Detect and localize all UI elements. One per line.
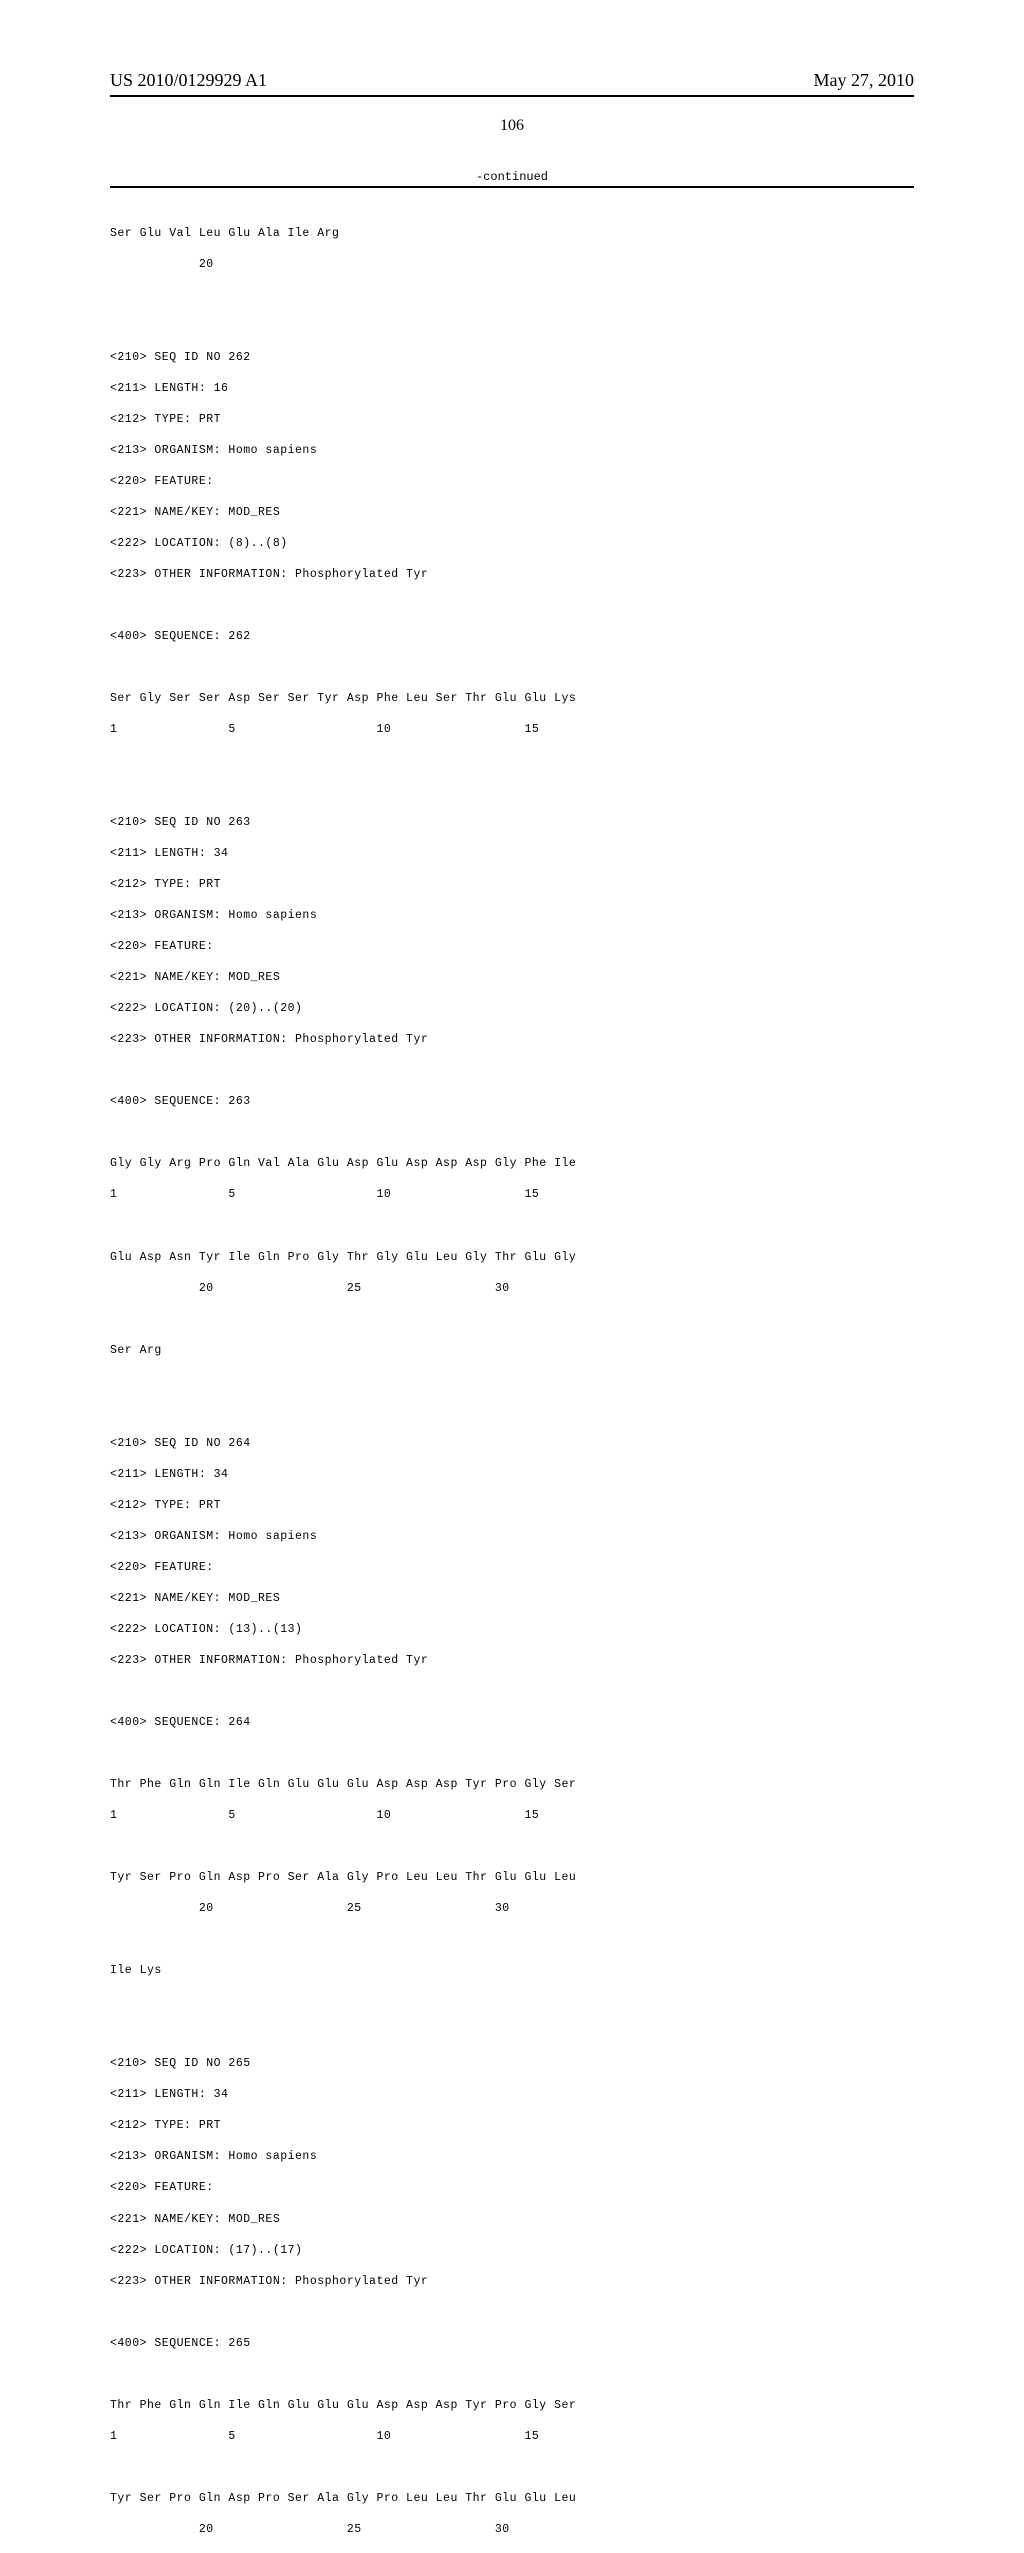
seq-positions: 1 5 10 15 — [110, 722, 914, 738]
seq-fragment-line: Ser Glu Val Leu Glu Ala Ile Arg — [110, 226, 914, 242]
publication-date: May 27, 2010 — [814, 70, 915, 91]
seq-residues: Tyr Ser Pro Gln Asp Pro Ser Ala Gly Pro … — [110, 1870, 914, 1886]
seq-header: <210> SEQ ID NO 262 — [110, 350, 914, 366]
seq-header: <400> SEQUENCE: 262 — [110, 629, 914, 645]
seq-residues: Tyr Ser Pro Gln Asp Pro Ser Ala Gly Pro … — [110, 2491, 914, 2507]
publication-number: US 2010/0129929 A1 — [110, 70, 267, 91]
blank-line — [110, 319, 914, 335]
seq-header: <400> SEQUENCE: 263 — [110, 1094, 914, 1110]
seq-header: <212> TYPE: PRT — [110, 2118, 914, 2134]
seq-residues: Glu Asp Asn Tyr Ile Gln Pro Gly Thr Gly … — [110, 1250, 914, 1266]
seq-residues: Gly Gly Arg Pro Gln Val Ala Glu Asp Glu … — [110, 1156, 914, 1172]
seq-header: <222> LOCATION: (20)..(20) — [110, 1001, 914, 1017]
blank-line — [110, 2367, 914, 2383]
seq-positions: 20 25 30 — [110, 2522, 914, 2538]
page-number: 106 — [110, 117, 914, 135]
blank-line — [110, 288, 914, 304]
blank-line — [110, 598, 914, 614]
blank-line — [110, 1374, 914, 1390]
blank-line — [110, 1405, 914, 1421]
sequence-listing: Ser Glu Val Leu Glu Ala Ile Arg 20 <210>… — [110, 210, 914, 2553]
blank-line — [110, 1839, 914, 1855]
seq-header: <223> OTHER INFORMATION: Phosphorylated … — [110, 1653, 914, 1669]
seq-positions: 20 25 30 — [110, 1281, 914, 1297]
blank-line — [110, 784, 914, 800]
seq-header: <213> ORGANISM: Homo sapiens — [110, 1529, 914, 1545]
continued-label: -continued — [110, 170, 914, 184]
blank-line — [110, 1063, 914, 1079]
seq-header: <222> LOCATION: (13)..(13) — [110, 1622, 914, 1638]
blank-line — [110, 660, 914, 676]
seq-residues: Thr Phe Gln Gln Ile Gln Glu Glu Glu Asp … — [110, 1777, 914, 1793]
seq-header: <211> LENGTH: 16 — [110, 381, 914, 397]
blank-line — [110, 753, 914, 769]
header-divider — [110, 95, 914, 97]
seq-header: <223> OTHER INFORMATION: Phosphorylated … — [110, 567, 914, 583]
blank-line — [110, 2305, 914, 2321]
blank-line — [110, 1746, 914, 1762]
seq-header: <220> FEATURE: — [110, 939, 914, 955]
seq-header: <213> ORGANISM: Homo sapiens — [110, 2149, 914, 2165]
seq-header: <220> FEATURE: — [110, 474, 914, 490]
seq-residues: Thr Phe Gln Gln Ile Gln Glu Glu Glu Asp … — [110, 2398, 914, 2414]
blank-line — [110, 1125, 914, 1141]
seq-header: <222> LOCATION: (17)..(17) — [110, 2243, 914, 2259]
seq-header: <212> TYPE: PRT — [110, 877, 914, 893]
seq-header: <210> SEQ ID NO 265 — [110, 2056, 914, 2072]
seq-positions: 20 25 30 — [110, 1901, 914, 1917]
seq-header: <221> NAME/KEY: MOD_RES — [110, 2212, 914, 2228]
seq-residues: Ile Lys — [110, 1963, 914, 1979]
seq-header: <210> SEQ ID NO 263 — [110, 815, 914, 831]
seq-positions: 1 5 10 15 — [110, 2429, 914, 2445]
seq-header: <211> LENGTH: 34 — [110, 1467, 914, 1483]
seq-header: <213> ORGANISM: Homo sapiens — [110, 443, 914, 459]
blank-line — [110, 1994, 914, 2010]
seq-header: <221> NAME/KEY: MOD_RES — [110, 505, 914, 521]
seq-header: <223> OTHER INFORMATION: Phosphorylated … — [110, 2274, 914, 2290]
seq-header: <211> LENGTH: 34 — [110, 2087, 914, 2103]
seq-residues: Ser Arg — [110, 1343, 914, 1359]
seq-residues: Ser Gly Ser Ser Asp Ser Ser Tyr Asp Phe … — [110, 691, 914, 707]
seq-header: <210> SEQ ID NO 264 — [110, 1436, 914, 1452]
seq-header: <213> ORGANISM: Homo sapiens — [110, 908, 914, 924]
blank-line — [110, 2460, 914, 2476]
blank-line — [110, 1684, 914, 1700]
seq-header: <221> NAME/KEY: MOD_RES — [110, 1591, 914, 1607]
blank-line — [110, 1932, 914, 1948]
seq-header: <400> SEQUENCE: 264 — [110, 1715, 914, 1731]
seq-header: <212> TYPE: PRT — [110, 412, 914, 428]
seq-header: <220> FEATURE: — [110, 2180, 914, 2196]
seq-header: <221> NAME/KEY: MOD_RES — [110, 970, 914, 986]
blank-line — [110, 2025, 914, 2041]
seq-header: <223> OTHER INFORMATION: Phosphorylated … — [110, 1032, 914, 1048]
seq-fragment-pos: 20 — [110, 257, 914, 273]
seq-header: <400> SEQUENCE: 265 — [110, 2336, 914, 2352]
seq-positions: 1 5 10 15 — [110, 1808, 914, 1824]
blank-line — [110, 1219, 914, 1235]
seq-header: <220> FEATURE: — [110, 1560, 914, 1576]
page-header: US 2010/0129929 A1 May 27, 2010 — [110, 70, 914, 91]
seq-header: <211> LENGTH: 34 — [110, 846, 914, 862]
blank-line — [110, 1312, 914, 1328]
seq-positions: 1 5 10 15 — [110, 1187, 914, 1203]
seq-header: <222> LOCATION: (8)..(8) — [110, 536, 914, 552]
content-top-divider — [110, 186, 914, 188]
seq-header: <212> TYPE: PRT — [110, 1498, 914, 1514]
